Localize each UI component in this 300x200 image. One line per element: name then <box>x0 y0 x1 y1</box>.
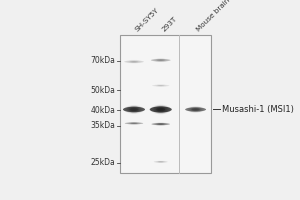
Ellipse shape <box>152 85 169 86</box>
Text: Mouse brain: Mouse brain <box>196 0 231 32</box>
Ellipse shape <box>157 85 164 86</box>
Text: Musashi-1 (MSI1): Musashi-1 (MSI1) <box>222 105 294 114</box>
Ellipse shape <box>130 61 138 62</box>
Ellipse shape <box>156 108 165 111</box>
Ellipse shape <box>156 123 165 125</box>
Ellipse shape <box>150 106 172 113</box>
Ellipse shape <box>154 161 168 163</box>
Ellipse shape <box>159 109 162 110</box>
Ellipse shape <box>156 161 165 163</box>
Ellipse shape <box>124 105 144 114</box>
Ellipse shape <box>158 161 164 162</box>
Ellipse shape <box>154 123 168 126</box>
Ellipse shape <box>129 122 139 124</box>
Ellipse shape <box>155 123 167 125</box>
Text: 70kDa: 70kDa <box>91 56 116 65</box>
Ellipse shape <box>130 108 138 111</box>
Ellipse shape <box>128 60 140 63</box>
Ellipse shape <box>158 124 163 125</box>
Ellipse shape <box>160 85 162 86</box>
Ellipse shape <box>130 123 138 124</box>
Text: 50kDa: 50kDa <box>91 86 116 95</box>
Text: 25kDa: 25kDa <box>91 158 116 167</box>
Ellipse shape <box>157 161 164 163</box>
Ellipse shape <box>157 123 164 125</box>
Ellipse shape <box>155 107 166 112</box>
Ellipse shape <box>125 122 143 124</box>
Ellipse shape <box>126 106 142 113</box>
Ellipse shape <box>194 109 197 110</box>
Text: 293T: 293T <box>161 15 178 32</box>
Ellipse shape <box>156 59 166 61</box>
Ellipse shape <box>128 122 140 124</box>
Ellipse shape <box>158 108 164 111</box>
Ellipse shape <box>151 59 171 61</box>
Ellipse shape <box>191 108 200 111</box>
Ellipse shape <box>153 58 168 62</box>
Ellipse shape <box>154 106 168 113</box>
Ellipse shape <box>132 123 136 124</box>
Ellipse shape <box>185 107 206 112</box>
Text: SH-SY5Y: SH-SY5Y <box>134 6 160 32</box>
Ellipse shape <box>130 61 138 63</box>
Ellipse shape <box>186 106 205 113</box>
Ellipse shape <box>133 61 135 62</box>
Ellipse shape <box>130 123 137 124</box>
FancyBboxPatch shape <box>120 35 211 173</box>
Ellipse shape <box>154 59 167 62</box>
Ellipse shape <box>190 108 201 111</box>
Ellipse shape <box>158 161 163 162</box>
Ellipse shape <box>127 106 141 113</box>
Ellipse shape <box>131 61 136 62</box>
Ellipse shape <box>127 122 141 125</box>
Ellipse shape <box>131 108 137 111</box>
Ellipse shape <box>152 105 169 114</box>
Ellipse shape <box>158 60 163 61</box>
Ellipse shape <box>193 109 198 110</box>
Ellipse shape <box>151 105 170 114</box>
Ellipse shape <box>128 107 140 112</box>
Ellipse shape <box>156 85 165 86</box>
Ellipse shape <box>123 107 145 112</box>
Ellipse shape <box>159 161 163 162</box>
Text: 40kDa: 40kDa <box>91 106 116 115</box>
Ellipse shape <box>157 124 164 125</box>
Ellipse shape <box>133 109 135 110</box>
Ellipse shape <box>188 107 203 112</box>
Ellipse shape <box>158 85 164 86</box>
Ellipse shape <box>133 123 135 124</box>
Ellipse shape <box>152 123 170 125</box>
Ellipse shape <box>157 59 165 61</box>
Ellipse shape <box>189 107 202 112</box>
Ellipse shape <box>130 108 138 111</box>
Ellipse shape <box>129 61 139 63</box>
Ellipse shape <box>157 107 165 112</box>
Ellipse shape <box>157 59 164 61</box>
Text: 35kDa: 35kDa <box>91 121 116 130</box>
Ellipse shape <box>124 61 144 63</box>
Ellipse shape <box>158 85 163 86</box>
Ellipse shape <box>192 108 200 111</box>
